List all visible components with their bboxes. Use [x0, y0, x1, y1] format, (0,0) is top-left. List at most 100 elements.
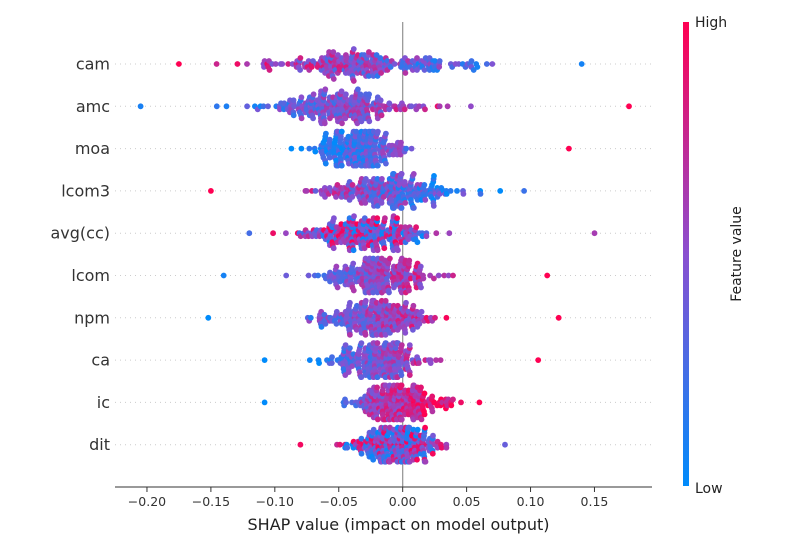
data-point	[362, 331, 369, 338]
data-point	[330, 49, 337, 55]
data-point	[366, 49, 372, 55]
data-point	[343, 91, 349, 98]
x-tick-label: 0.15	[581, 494, 609, 509]
data-point	[408, 145, 415, 152]
data-point	[213, 103, 220, 110]
x-tick-label: 0.10	[517, 494, 545, 509]
x-tick-label: −0.20	[128, 494, 166, 509]
x-tick-label: 0.00	[389, 494, 417, 509]
data-point	[422, 106, 428, 113]
data-point	[358, 340, 365, 346]
data-point	[432, 58, 438, 64]
data-point	[350, 46, 357, 52]
x-tick-label: 0.05	[453, 494, 481, 509]
data-point	[316, 360, 322, 366]
data-point	[220, 272, 227, 279]
data-point	[422, 424, 428, 431]
data-point	[535, 357, 542, 363]
data-point	[398, 171, 405, 177]
data-point	[435, 272, 442, 279]
data-point	[349, 182, 356, 188]
data-point	[362, 297, 369, 304]
data-point	[410, 171, 417, 177]
colorbar-gradient	[683, 22, 689, 486]
data-point	[418, 284, 424, 291]
data-point	[321, 120, 328, 127]
data-point	[555, 314, 562, 321]
data-point	[394, 215, 400, 222]
data-point	[431, 173, 437, 179]
data-point	[418, 416, 425, 423]
data-point	[468, 58, 475, 64]
data-point	[398, 205, 405, 211]
data-point	[402, 200, 409, 206]
data-point	[315, 272, 321, 279]
data-point	[322, 320, 329, 327]
data-point	[330, 76, 337, 82]
data-point	[378, 70, 384, 76]
data-point	[544, 272, 551, 279]
data-point	[429, 408, 436, 415]
data-point	[433, 230, 440, 237]
data-point	[406, 342, 413, 348]
data-point	[355, 86, 361, 93]
data-point	[444, 103, 451, 110]
data-point	[382, 297, 389, 304]
data-point	[401, 106, 408, 113]
data-point	[312, 188, 319, 194]
data-point	[330, 245, 337, 252]
data-point	[476, 399, 483, 406]
data-point	[410, 326, 416, 333]
x-tick-label: −0.10	[256, 494, 294, 509]
data-point	[398, 239, 404, 246]
data-point	[338, 128, 345, 135]
data-point	[411, 205, 417, 211]
data-point	[477, 191, 484, 197]
data-point	[431, 275, 437, 282]
data-point	[246, 230, 253, 237]
data-point	[308, 64, 315, 70]
feature-label: moa	[75, 139, 110, 158]
data-point	[502, 441, 508, 448]
data-point	[291, 103, 297, 110]
data-point	[176, 61, 182, 67]
data-point	[370, 456, 377, 463]
data-point	[430, 432, 436, 439]
data-point	[266, 67, 273, 73]
data-point	[338, 162, 345, 169]
data-point	[378, 200, 385, 206]
data-point	[446, 230, 453, 237]
data-point	[397, 151, 404, 158]
data-point	[350, 287, 357, 294]
data-point	[333, 263, 340, 270]
data-point	[343, 399, 349, 406]
data-point	[338, 88, 345, 95]
data-point	[626, 103, 632, 110]
data-point	[416, 320, 423, 327]
colorbar-title: Feature value	[729, 206, 745, 302]
colorbar-high-label: High	[695, 15, 727, 31]
data-point	[445, 272, 452, 279]
data-point	[374, 215, 381, 222]
data-point	[342, 115, 349, 122]
data-point	[350, 78, 357, 84]
data-point	[468, 103, 474, 110]
data-point	[374, 340, 381, 346]
data-point	[422, 197, 429, 203]
data-point	[357, 91, 364, 98]
data-point	[288, 145, 295, 152]
data-point	[303, 188, 310, 194]
data-point	[407, 275, 414, 282]
feature-label: lcom3	[61, 181, 110, 200]
data-point	[297, 67, 303, 73]
data-point	[234, 61, 241, 67]
data-point	[137, 103, 144, 110]
data-point	[429, 450, 436, 457]
data-point	[436, 58, 443, 64]
data-point	[208, 188, 214, 194]
data-point	[290, 112, 297, 119]
data-point	[261, 357, 268, 363]
data-point	[351, 213, 357, 220]
data-point	[458, 399, 464, 406]
feature-label: avg(cc)	[50, 224, 110, 243]
